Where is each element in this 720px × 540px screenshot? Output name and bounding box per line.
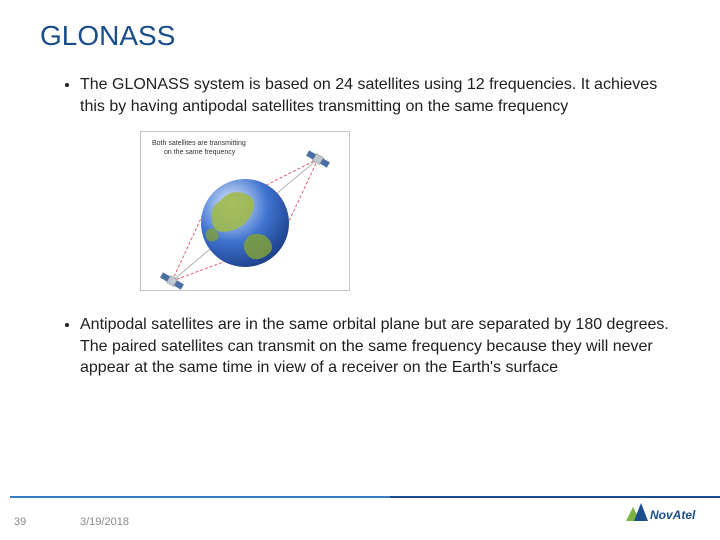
diagram-caption-line1: Both satellites are transmitting bbox=[152, 140, 246, 147]
logo-mark-icon bbox=[626, 503, 648, 521]
slide: GLONASS The GLONASS system is based on 2… bbox=[0, 0, 720, 540]
slide-title: GLONASS bbox=[40, 20, 680, 52]
antipodal-satellites-diagram: Both satellites are transmitting on the … bbox=[140, 131, 680, 296]
bullet-item: The GLONASS system is based on 24 satell… bbox=[80, 74, 680, 117]
novatel-logo: NovAtel bbox=[626, 499, 704, 534]
bullet-item: Antipodal satellites are in the same orb… bbox=[80, 314, 680, 379]
logo-text: NovAtel bbox=[650, 508, 696, 522]
earth-icon bbox=[201, 179, 289, 267]
bullet-list: The GLONASS system is based on 24 satell… bbox=[40, 74, 680, 117]
diagram-caption-line2: on the same frequency bbox=[164, 149, 236, 156]
page-number: 39 bbox=[14, 516, 26, 528]
footer-date: 3/19/2018 bbox=[80, 516, 129, 528]
slide-footer: 39 3/19/2018 NovAtel bbox=[0, 498, 720, 540]
bullet-list: Antipodal satellites are in the same orb… bbox=[40, 314, 680, 379]
